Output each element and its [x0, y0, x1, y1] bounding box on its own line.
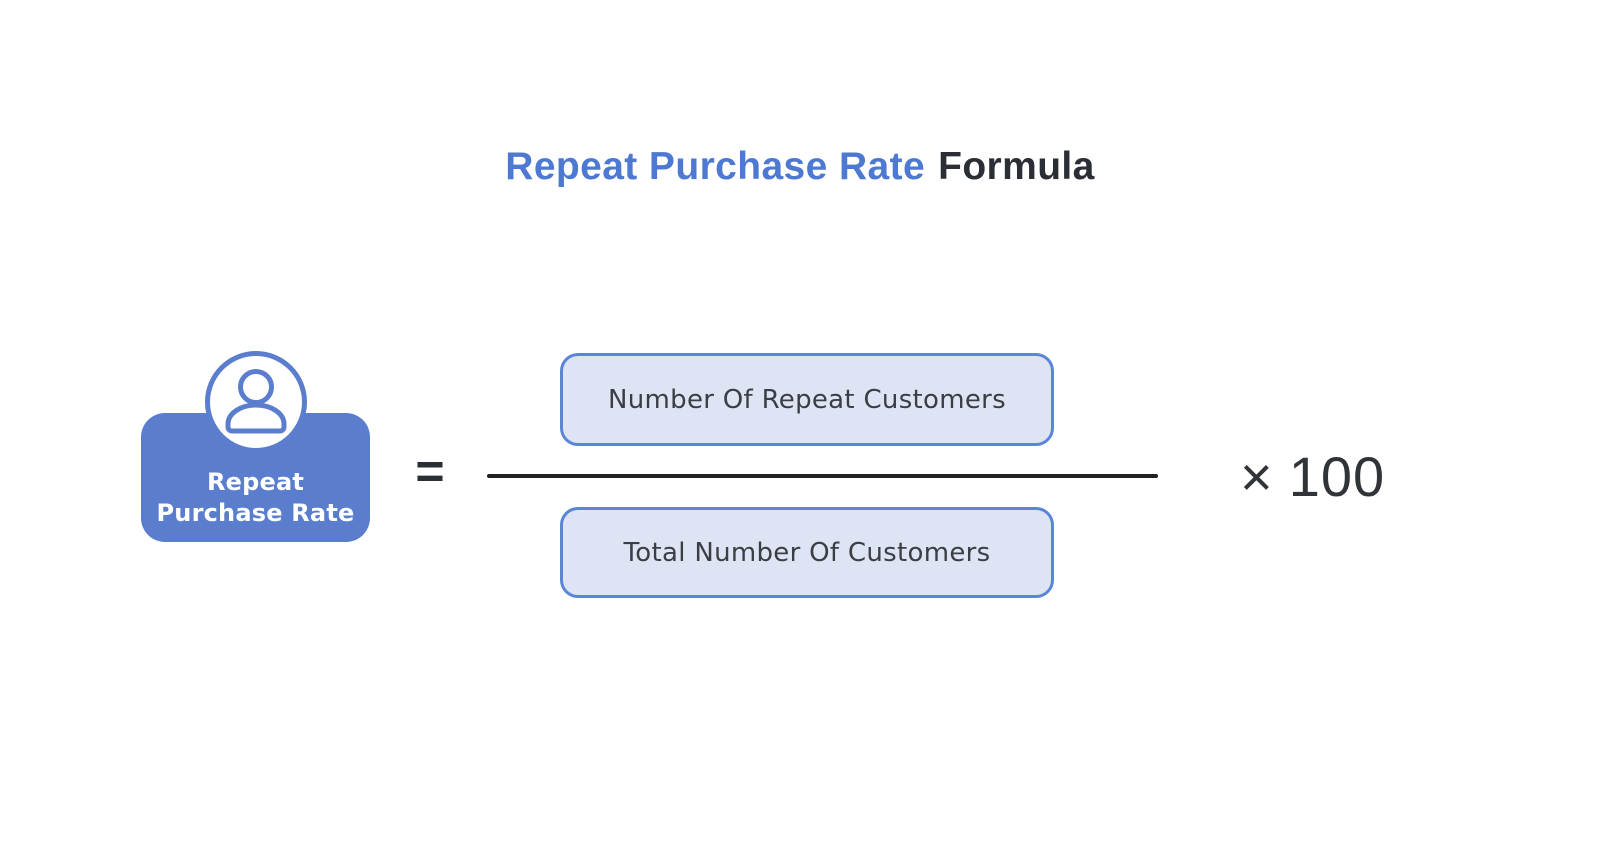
title-highlight: Repeat Purchase Rate	[505, 145, 926, 188]
fraction-line	[487, 474, 1158, 478]
badge-label-line1: Repeat	[206, 468, 305, 496]
denominator-label: Total Number Of Customers	[623, 537, 991, 568]
badge-label-line2: Purchase Rate	[156, 499, 355, 527]
numerator-box: Number Of Repeat Customers	[560, 353, 1054, 446]
numerator-label: Number Of Repeat Customers	[607, 384, 1006, 415]
badge-label: Repeat Purchase Rate	[157, 467, 355, 529]
equals-sign: =	[415, 443, 445, 499]
multiplier-value: 100	[1288, 445, 1386, 508]
times-symbol: ×	[1240, 445, 1274, 508]
page-title: Repeat Purchase Rate Formula	[0, 145, 1600, 189]
multiplier: × 100	[1240, 449, 1385, 505]
title-rest: Formula	[938, 145, 1095, 188]
denominator-box: Total Number Of Customers	[560, 507, 1054, 598]
person-icon	[205, 351, 307, 453]
